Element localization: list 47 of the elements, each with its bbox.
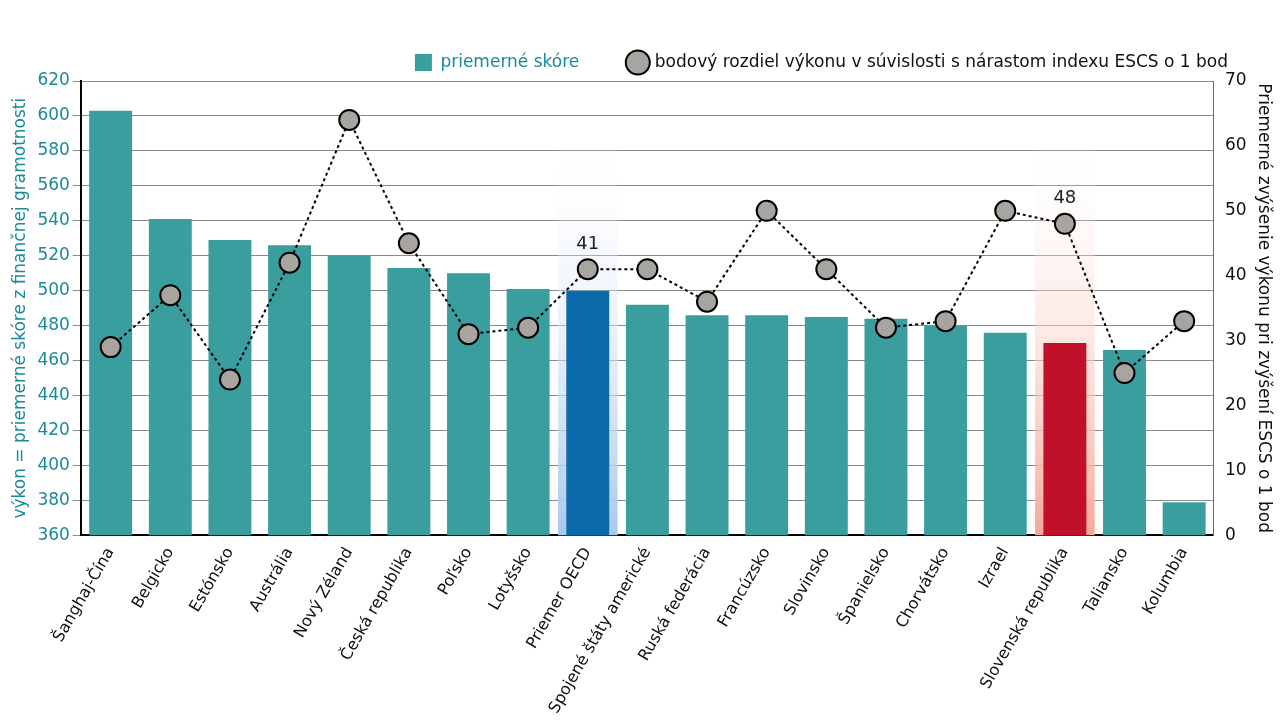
point (815, 258, 838, 281)
point (159, 284, 182, 307)
y-tick-label: 420 (37, 418, 70, 439)
legend-label: bodový rozdiel výkonu v súvislosti s nárastom indexu ESCS o 1 bod (654, 50, 1229, 71)
point (1053, 212, 1076, 235)
point (994, 199, 1017, 222)
point (1173, 310, 1196, 333)
point (1113, 362, 1136, 385)
y-tick-label: 580 (37, 139, 70, 160)
point (99, 336, 122, 359)
y-tick-label: 400 (37, 453, 70, 474)
point (397, 232, 420, 255)
point (517, 316, 540, 339)
point (934, 310, 957, 333)
point (576, 258, 599, 281)
point (218, 368, 241, 391)
point (755, 199, 778, 222)
legend-label: priemerné skóre (440, 50, 580, 71)
y-tick-label: 480 (37, 314, 70, 335)
y2-tick-label: 20 (1224, 393, 1247, 414)
y2-tick-label: 30 (1224, 329, 1247, 350)
y2-tick-label: 0 (1224, 523, 1236, 544)
y2-axis-title: Priemerné zvýšenie výkonu pri zvýšení ESCS o 1 bod (1255, 83, 1276, 534)
y-tick-label: 500 (37, 279, 70, 300)
y2-tick-label: 50 (1224, 199, 1247, 220)
point (338, 108, 361, 131)
y-tick-label: 620 (37, 69, 70, 90)
y2-tick-label: 40 (1224, 264, 1247, 285)
data-label: 48 (1053, 186, 1077, 208)
data-label: 41 (576, 231, 600, 253)
y-axis-title: výkon = priemerné skóre z finančnej gramotnosti (8, 97, 29, 519)
y-tick-label: 460 (37, 349, 70, 370)
point (696, 290, 719, 313)
y-tick-label: 440 (37, 383, 70, 404)
y-tick-label: 560 (37, 174, 70, 195)
y-tick-label: 360 (37, 523, 70, 544)
y-tick-label: 600 (37, 104, 70, 125)
y-tick-label: 380 (37, 488, 70, 509)
point (278, 251, 301, 274)
point (636, 258, 659, 281)
y-tick-label: 540 (37, 209, 70, 230)
y2-tick-label: 60 (1224, 134, 1247, 155)
y2-tick-label: 70 (1224, 69, 1247, 90)
point (457, 323, 480, 346)
y-tick-label: 520 (37, 244, 70, 265)
y2-tick-label: 10 (1224, 458, 1247, 479)
point (874, 316, 897, 339)
